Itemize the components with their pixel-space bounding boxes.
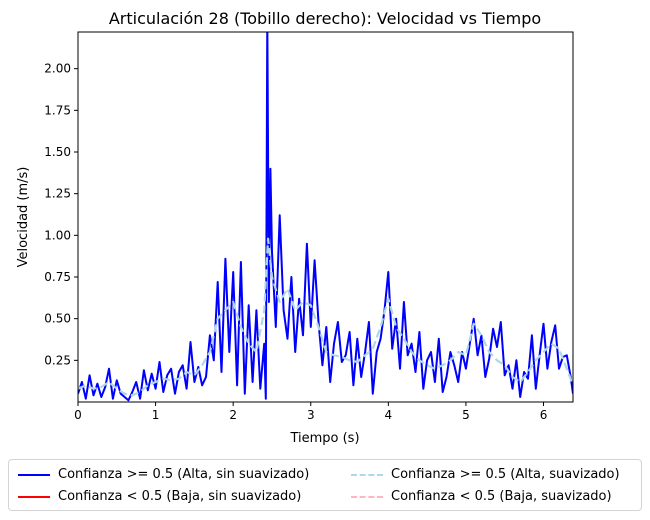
- y-tick-label: 1.75: [44, 103, 71, 117]
- y-axis-label: Velocidad (m/s): [16, 167, 31, 268]
- legend-label: Confianza < 0.5 (Baja, suavizado): [391, 489, 612, 504]
- legend-item: Confianza < 0.5 (Baja, suavizado): [351, 489, 612, 504]
- plot-frame: [77, 31, 574, 403]
- legend-swatch-low-raw: [18, 495, 50, 498]
- legend: Confianza >= 0.5 (Alta, sin suavizado) C…: [8, 459, 642, 511]
- y-tick-label: 2.00: [44, 62, 71, 76]
- x-tick-label: 5: [462, 408, 470, 422]
- x-tick-label: 2: [229, 408, 237, 422]
- y-tick-label: 1.25: [44, 187, 71, 201]
- x-tick-label: 6: [540, 408, 548, 422]
- legend-swatch-high-smooth: [351, 473, 383, 476]
- y-tick-label: 0.75: [44, 270, 71, 284]
- legend-item: Confianza >= 0.5 (Alta, sin suavizado): [18, 467, 309, 482]
- y-tick-label: 0.50: [44, 312, 71, 326]
- legend-item: Confianza >= 0.5 (Alta, suavizado): [351, 467, 620, 482]
- legend-label: Confianza >= 0.5 (Alta, suavizado): [391, 467, 620, 482]
- y-tick-label: 1.00: [44, 228, 71, 242]
- x-axis: 0 1 2 3 4 5 6: [74, 402, 547, 422]
- velocity-chart: Articulación 28 (Tobillo derecho): Veloc…: [16, 9, 574, 446]
- series-line-0: [78, 32, 573, 402]
- legend-label: Confianza < 0.5 (Baja, sin suavizado): [58, 489, 302, 504]
- x-axis-label: Tiempo (s): [289, 431, 359, 446]
- legend-swatch-high-raw: [18, 473, 50, 476]
- legend-swatch-low-smooth: [351, 495, 383, 498]
- x-tick-label: 0: [74, 408, 82, 422]
- legend-label: Confianza >= 0.5 (Alta, sin suavizado): [58, 467, 310, 482]
- series-line-2: [78, 237, 573, 397]
- chart-title: Articulación 28 (Tobillo derecho): Veloc…: [109, 9, 541, 28]
- x-tick-label: 1: [152, 408, 160, 422]
- x-tick-label: 4: [385, 408, 393, 422]
- y-axis: 0.25 0.50 0.75 1.00 1.25 1.50 1.75 2.00: [44, 62, 78, 367]
- y-tick-label: 0.25: [44, 353, 71, 367]
- x-tick-label: 3: [307, 408, 315, 422]
- legend-item: Confianza < 0.5 (Baja, sin suavizado): [18, 489, 301, 504]
- y-tick-label: 1.50: [44, 145, 71, 159]
